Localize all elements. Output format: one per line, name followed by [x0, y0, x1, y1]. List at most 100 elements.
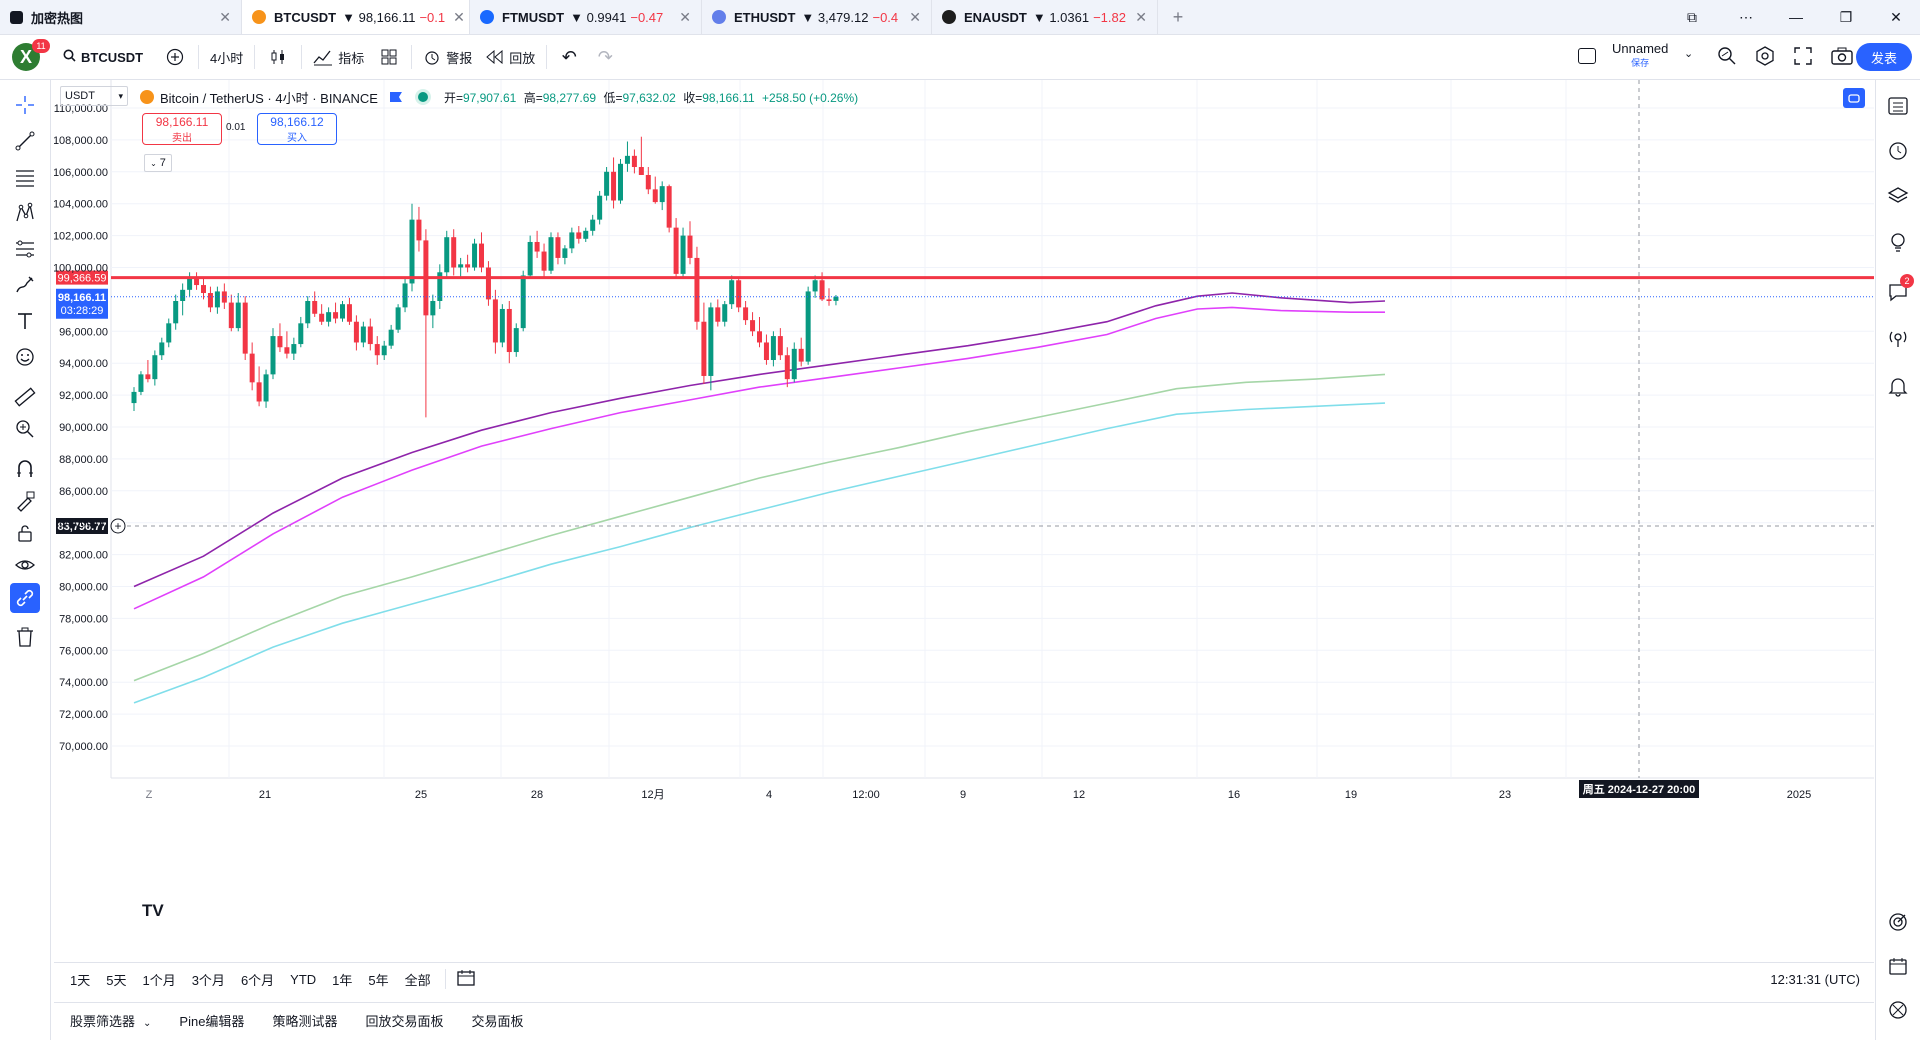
maximize-button[interactable]: ❐ [1839, 8, 1853, 25]
notifications-icon[interactable] [1882, 370, 1914, 402]
text-tool-icon[interactable] [10, 306, 40, 336]
candles-icon[interactable] [259, 41, 297, 73]
close-icon[interactable]: ✕ [1135, 8, 1147, 25]
interval-button[interactable]: 4小时 [210, 50, 244, 66]
ideas-icon[interactable] [1882, 226, 1914, 258]
quick-search-icon[interactable] [1716, 45, 1738, 70]
indicators-button[interactable]: 指标 [306, 41, 371, 73]
indicators-toggle[interactable]: ⌄ 7 [144, 154, 172, 172]
range-3m[interactable]: 3个月 [191, 972, 225, 988]
trash-icon[interactable] [10, 622, 40, 652]
close-window-button[interactable]: ✕ [1890, 8, 1902, 25]
layout-icon[interactable] [371, 41, 407, 73]
range-1d[interactable]: 1天 [70, 972, 91, 988]
go-to-date-icon[interactable] [456, 969, 476, 990]
undo-button[interactable]: ↶ [561, 46, 577, 67]
avatar[interactable]: X 11 [0, 35, 56, 79]
more-icon[interactable]: ⋯ [1739, 8, 1753, 25]
brush-icon[interactable] [10, 270, 40, 300]
range-5y[interactable]: 5年 [368, 972, 389, 988]
range-5d[interactable]: 5天 [106, 972, 127, 988]
price-tick-label: 80,000.00 [59, 582, 108, 594]
candle-body [270, 336, 276, 375]
currency-select[interactable]: USDT ▾ [60, 86, 128, 106]
range-all[interactable]: 全部 [404, 972, 431, 988]
ruler-icon[interactable] [10, 382, 40, 412]
tab-btcusdt[interactable]: BTCUSDT ▼ 98,166.11 −0.1 ✕ [242, 0, 470, 34]
add-alert-icon[interactable] [110, 518, 126, 534]
close-icon[interactable]: ✕ [453, 8, 465, 25]
price-tick-label: 96,000.00 [59, 326, 108, 338]
calendar-icon[interactable] [1882, 950, 1914, 982]
target-icon[interactable] [1882, 906, 1914, 938]
new-tab-button[interactable]: + [1172, 6, 1184, 27]
layers-icon[interactable] [1882, 180, 1914, 212]
tab-ftmusdt[interactable]: FTMUSDT ▼ 0.9941 −0.47 ✕ [470, 0, 702, 34]
candle-body [173, 300, 179, 324]
lock-icon[interactable] [10, 518, 40, 548]
panel-trading[interactable]: 交易面板 [471, 1013, 524, 1029]
crosshair-time-label: 周五 2024-12-27 20:00 [1583, 783, 1696, 796]
range-1m[interactable]: 1个月 [142, 972, 176, 988]
chart-title[interactable]: Bitcoin / TetherUS · 4小时 · BINANCE [160, 90, 378, 106]
panel-replay-trading[interactable]: 回放交易面板 [365, 1013, 444, 1029]
checkbox-icon[interactable] [1578, 48, 1596, 64]
pattern-icon[interactable] [10, 198, 40, 228]
close-icon[interactable]: ✕ [679, 8, 691, 25]
sync-icon[interactable] [1843, 88, 1865, 108]
fib-tools-icon[interactable] [10, 234, 40, 264]
symbol-search[interactable]: BTCUSDT [56, 41, 156, 73]
parallel-lines-icon[interactable] [10, 162, 40, 192]
chevron-down-icon[interactable]: ⌄ [1684, 48, 1694, 60]
range-ytd[interactable]: YTD [290, 971, 317, 987]
sell-button[interactable]: 98,166.11 卖出 [142, 113, 222, 145]
fullscreen-icon[interactable] [1792, 45, 1814, 70]
price-tick-label: 110,000.00 [54, 103, 108, 115]
range-6m[interactable]: 6个月 [240, 972, 275, 988]
lock-drawing-icon[interactable] [10, 486, 40, 516]
chat-icon[interactable]: 2 [1882, 274, 1914, 308]
candle-body [534, 241, 540, 252]
buy-button[interactable]: 98,166.12 买入 [257, 113, 337, 145]
emoji-icon[interactable] [10, 342, 40, 372]
candle-body [506, 308, 512, 353]
zoom-in-icon[interactable] [10, 414, 40, 444]
minimize-button[interactable]: — [1789, 9, 1803, 25]
camera-icon[interactable] [1830, 45, 1854, 70]
flag-icon[interactable] [389, 92, 402, 102]
alert-button[interactable]: 警报 [416, 41, 479, 73]
panel-pine-editor[interactable]: Pine编辑器 [179, 1013, 245, 1029]
replay-button[interactable]: 回放 [479, 41, 542, 73]
price-tick-label: 102,000.00 [54, 231, 108, 243]
magnet-icon[interactable] [10, 454, 40, 484]
panels-icon[interactable]: ⧉ [1687, 8, 1697, 25]
crosshair-icon[interactable] [10, 90, 40, 120]
tab-ethusdt[interactable]: ETHUSDT ▼ 3,479.12 −0.4 ✕ [702, 0, 932, 34]
panel-strategy-tester[interactable]: 策略测试器 [272, 1013, 338, 1029]
time-tick-label: 23 [1499, 789, 1511, 801]
range-1y[interactable]: 1年 [332, 972, 353, 988]
candle-body [833, 296, 839, 301]
tab-heatmap[interactable]: 加密热图 ✕ [0, 0, 242, 34]
utc-clock[interactable]: 12:31:31 (UTC) [1770, 971, 1860, 987]
watchlist-icon[interactable] [1882, 90, 1914, 122]
alarm-clock-icon[interactable] [1882, 134, 1914, 166]
trend-line-icon[interactable] [10, 126, 40, 156]
layout-name-button[interactable]: Unnamed 保存 [1612, 41, 1669, 68]
candle-body [624, 155, 630, 164]
broadcast-icon[interactable] [1882, 322, 1914, 354]
publish-button[interactable]: 发表 [1856, 43, 1912, 71]
tab-enausdt[interactable]: ENAUSDT ▼ 1.0361 −1.82 ✕ [932, 0, 1158, 34]
close-icon[interactable]: ✕ [219, 8, 231, 25]
chart-pane[interactable]: 99,366.59 98,166.11 03:28:29 83,796.77 + 周五 2… [53, 80, 1874, 962]
settings-icon[interactable] [1754, 45, 1776, 70]
candle-body [305, 300, 311, 324]
redo-button[interactable]: ↷ [597, 46, 613, 67]
sync-drawings-icon[interactable] [10, 583, 40, 613]
panel-stock-screener[interactable]: 股票筛选器 ⌄ [70, 1013, 152, 1029]
compare-symbol-button[interactable] [156, 41, 194, 73]
eye-icon[interactable] [10, 550, 40, 580]
help-icon[interactable] [1882, 994, 1914, 1026]
close-icon[interactable]: ✕ [909, 8, 921, 25]
